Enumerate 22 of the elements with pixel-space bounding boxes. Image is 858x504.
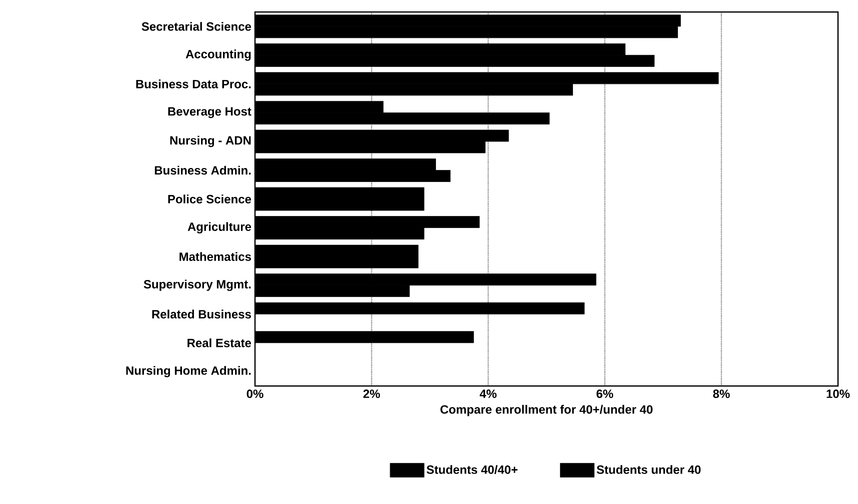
legend-label: Students 40/40+	[426, 465, 518, 474]
y-tick-label: Nursing - ADN	[170, 136, 251, 148]
y-tick-label: Mathematics	[180, 252, 251, 261]
x-tick-label: 4%	[480, 390, 497, 398]
legend-label: Students under 40	[596, 465, 701, 474]
x-tick-label: 2%	[363, 390, 380, 398]
y-tick-label: Nursing Home Admin.	[126, 366, 251, 378]
y-tick-label: Business Admin.	[154, 166, 251, 175]
x-axis-title: Compare enrollment for 40+/under 40	[440, 404, 653, 416]
y-tick-label: Police Science	[168, 194, 252, 204]
x-tick-label: 6%	[596, 390, 614, 398]
y-tick-label: Business Data Proc.	[136, 80, 251, 88]
y-tick-label: Secretarial Science	[142, 22, 252, 31]
x-tick-label: 10%	[826, 390, 850, 398]
x-tick-label: 8%	[713, 390, 730, 398]
y-tick-label: Supervisory Mgmt.	[144, 280, 251, 291]
x-tick-label: 0%	[246, 390, 264, 398]
y-tick-label: Beverage Host	[168, 107, 252, 118]
y-tick-label: Related Business	[152, 310, 251, 318]
y-tick-label: Accounting	[186, 50, 251, 61]
y-tick-label: Real Estate	[188, 338, 252, 348]
y-tick-label: Agriculture	[188, 222, 252, 234]
